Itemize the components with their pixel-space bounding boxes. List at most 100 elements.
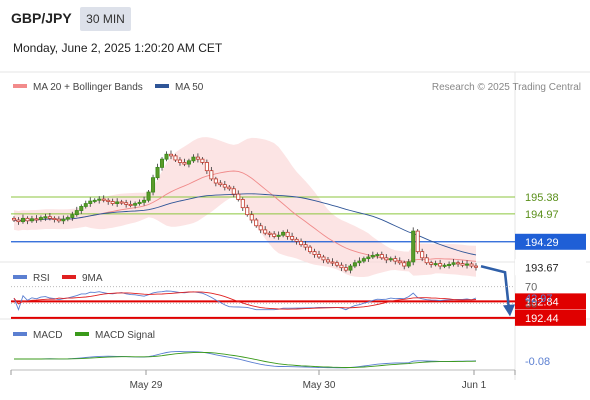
- legend-macd-signal-label: MACD Signal: [95, 330, 155, 341]
- candle: [343, 263, 348, 273]
- legend-ma50-label: MA 50: [175, 82, 204, 93]
- legend-ma50-swatch: [155, 84, 169, 88]
- candle: [429, 260, 434, 268]
- legend-macd-signal-swatch: [75, 332, 89, 336]
- candle: [115, 198, 120, 207]
- legend-ma20-label: MA 20 + Bollinger Bands: [33, 82, 143, 93]
- candle: [321, 254, 326, 264]
- candle: [290, 232, 295, 242]
- candle: [231, 185, 236, 198]
- candle: [101, 195, 106, 203]
- candle: [406, 259, 411, 269]
- candle: [204, 159, 209, 174]
- candle: [74, 206, 79, 217]
- macd-last-label: -0.08: [525, 356, 550, 368]
- candle: [61, 215, 66, 225]
- candle: [20, 214, 25, 224]
- candle: [415, 229, 420, 254]
- level-tag: [515, 293, 586, 310]
- candles: [11, 150, 478, 274]
- legend-rsi-label: RSI: [33, 273, 50, 284]
- legend-macd-swatch: [13, 332, 27, 336]
- macd-line: [13, 351, 477, 369]
- candle: [177, 157, 182, 166]
- rsi-9ma-line: [13, 291, 477, 310]
- candle: [245, 204, 250, 217]
- candle: [272, 231, 277, 239]
- level-tag: [515, 233, 586, 250]
- level-resistance-1: 194.97: [11, 209, 559, 221]
- candle: [29, 215, 34, 223]
- candle: [447, 261, 452, 269]
- candle: [88, 197, 93, 207]
- candle: [263, 226, 268, 236]
- bollinger-band: [14, 137, 476, 277]
- legend-rsi9ma-swatch: [62, 275, 76, 279]
- rsi-level-label: 30: [525, 298, 537, 310]
- source-credit: Research © 2025 Trading Central: [432, 82, 581, 93]
- candle: [92, 198, 97, 204]
- candle: [43, 213, 48, 221]
- candle: [397, 257, 402, 265]
- candle: [330, 258, 335, 267]
- rsi-level-label: 70: [525, 282, 537, 294]
- candle: [52, 216, 57, 223]
- candle: [325, 256, 330, 264]
- candle: [267, 231, 272, 238]
- candle: [420, 248, 425, 262]
- level-label: 195.38: [525, 192, 559, 204]
- candle: [357, 257, 362, 267]
- candle: [218, 180, 223, 187]
- candle: [393, 255, 398, 265]
- legend-rsi: RSI 9MA: [13, 273, 103, 284]
- candle: [142, 196, 147, 206]
- candle: [285, 229, 290, 240]
- candle: [65, 215, 70, 222]
- level-support-4: 192.84: [11, 293, 586, 310]
- candle: [384, 254, 389, 264]
- candle: [281, 230, 286, 238]
- candle: [352, 259, 357, 269]
- candle: [249, 210, 254, 224]
- candle: [236, 190, 241, 202]
- macd-signal-line: [14, 351, 477, 368]
- level-tag: [515, 309, 586, 326]
- candle: [47, 213, 52, 221]
- level-support-5: 192.44: [11, 309, 586, 326]
- candle: [222, 180, 227, 191]
- candle: [137, 199, 142, 206]
- candle: [227, 185, 232, 191]
- rsi-line: [13, 290, 477, 312]
- candle: [469, 261, 474, 269]
- candle: [402, 260, 407, 270]
- candle: [191, 154, 196, 163]
- candle: [146, 189, 151, 203]
- candle: [334, 260, 339, 268]
- candle: [375, 252, 380, 259]
- level-last-3: 193.67: [515, 259, 586, 276]
- candle: [79, 204, 84, 214]
- candle: [173, 153, 178, 163]
- level-resistance-0: 195.38: [11, 192, 559, 204]
- legend-rsi-swatch: [13, 275, 27, 279]
- candle: [473, 263, 478, 271]
- candle: [308, 245, 313, 254]
- candle: [155, 163, 160, 180]
- legend-macd-label: MACD: [33, 330, 62, 341]
- timeframe-button[interactable]: 30 MIN: [80, 7, 131, 31]
- candle: [361, 256, 366, 264]
- candle: [16, 217, 21, 225]
- candle: [83, 200, 88, 209]
- forecast-arrow-head: [503, 304, 515, 317]
- candle: [209, 166, 214, 181]
- candle: [70, 211, 75, 221]
- candle: [195, 153, 200, 163]
- candle: [110, 198, 115, 206]
- candle: [366, 254, 371, 262]
- ma50-line: [13, 193, 477, 256]
- candle: [182, 158, 187, 167]
- candle: [124, 199, 129, 208]
- candle: [442, 263, 447, 269]
